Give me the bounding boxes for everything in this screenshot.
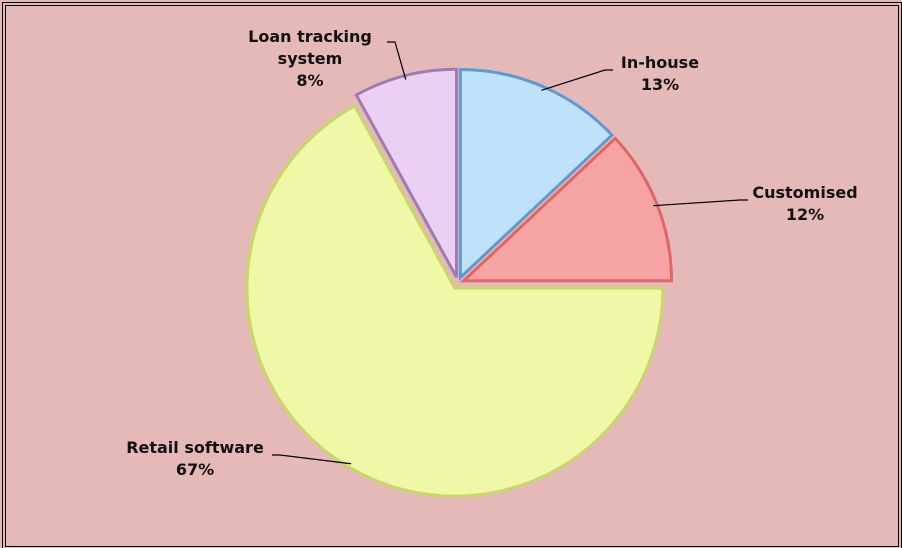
leader-line — [541, 69, 613, 91]
value-label: 67% — [175, 460, 215, 479]
leader-line — [653, 199, 748, 207]
category-label: Loan tracking system — [248, 27, 372, 68]
slice-label: Loan tracking system 8% — [225, 26, 395, 92]
value-label: 8% — [296, 71, 324, 90]
slice-label: Customised 12% — [725, 182, 885, 226]
slice-label: In-house 13% — [580, 52, 740, 96]
pie-slice — [458, 67, 615, 281]
value-label: 12% — [785, 205, 825, 224]
slice-label: Retail software 67% — [110, 437, 280, 481]
leader-line — [387, 41, 407, 80]
category-label: Customised — [752, 183, 858, 202]
pie-slice — [245, 103, 665, 498]
pie-slice — [459, 136, 674, 283]
category-label: In-house — [620, 53, 700, 72]
leader-line — [272, 454, 352, 465]
category-label: Retail software — [126, 438, 264, 457]
value-label: 13% — [640, 75, 680, 94]
